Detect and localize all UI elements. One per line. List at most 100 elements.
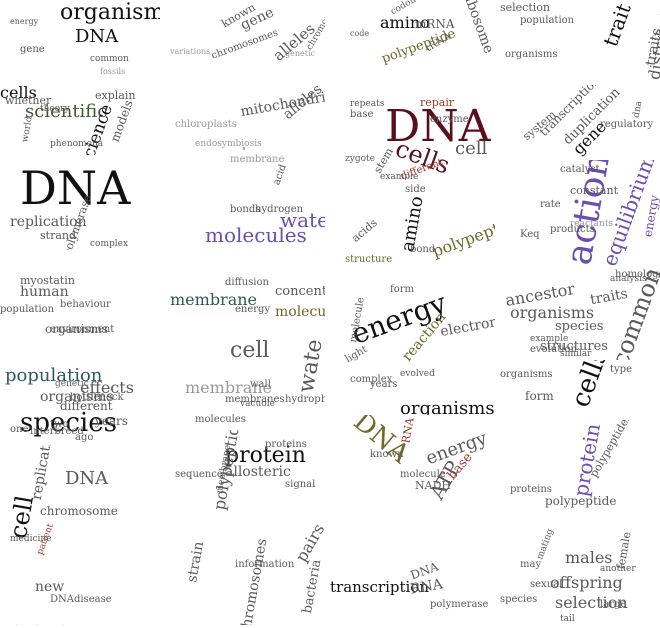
cloud-word: polymerase (430, 600, 488, 610)
cloud-word: DNA (65, 470, 108, 488)
cloud-word: organisms (60, 2, 160, 24)
cloud-word: genetic (285, 50, 315, 58)
cloud-word: catalyst (560, 165, 600, 175)
cloud-word: organisms (500, 370, 553, 380)
cloud-word: known (370, 450, 404, 460)
word-cloud-12: reaction equilibrium constant reactants prod… (500, 160, 660, 265)
cloud-word: NADH (415, 480, 451, 491)
cloud-word: energy (10, 18, 38, 26)
cloud-word: explain (95, 90, 135, 101)
cloud-word: fossils (100, 68, 125, 76)
cloud-word: proteins (265, 440, 307, 450)
cloud-word: population (520, 16, 574, 26)
cloud-word: analysis (610, 275, 647, 284)
word-cloud-15: energy reaction electron light molecule form (330, 275, 495, 365)
cloud-word: organisms (505, 50, 558, 60)
cloud-word: Keq (520, 230, 540, 240)
cloud-word: allosteric (225, 465, 291, 479)
cloud-word: another (600, 565, 636, 574)
cloud-word: regulatory (600, 120, 653, 130)
cloud-word: evolved (400, 370, 435, 379)
cloud-word: sexual (530, 580, 562, 590)
cloud-word: gene (20, 45, 45, 55)
word-cloud-2: gene known chromosomes alleles variations chr… (165, 0, 325, 70)
cloud-word: genetic (55, 380, 89, 389)
cloud-word: water (296, 340, 325, 395)
cloud-word: energy (235, 305, 270, 315)
cloud-word: signal (285, 480, 315, 490)
word-cloud-21: replication cell DNA chromosome new DNAdiseas… (0, 445, 160, 625)
cloud-word: base (350, 110, 373, 120)
cloud-word: molecules (275, 305, 325, 319)
cloud-word: DNAdisease (50, 595, 112, 605)
cloud-word: structure (345, 255, 392, 265)
cloud-word: variations (170, 48, 210, 56)
cloud-word: human (20, 285, 69, 299)
cloud-word: type (610, 365, 632, 375)
cloud-word: wall (250, 380, 271, 390)
cloud-word: concentration (275, 285, 325, 298)
cloud-word: one (10, 425, 28, 435)
cloud-word: mitochondria (240, 89, 325, 119)
cloud-word: products (550, 225, 595, 235)
word-cloud-16: ancestor common organisms species structures… (500, 265, 660, 360)
cloud-word: code (350, 30, 369, 38)
word-cloud-17: population effects bottleneck genetic organi… (0, 345, 160, 445)
cloud-word: chromosomes (239, 538, 270, 625)
cloud-word: polypeptide (545, 495, 616, 507)
cloud-word: cell (455, 140, 487, 158)
cloud-word: form (525, 390, 554, 402)
word-cloud-11: acids amino polypeptide structure bond side (330, 180, 495, 275)
cloud-word: sequence (175, 470, 223, 480)
cloud-word: repair (420, 97, 454, 108)
cloud-word: strand (40, 230, 76, 241)
cloud-word: tail (560, 615, 575, 624)
cloud-word: repeats (350, 100, 384, 109)
cloud-word: theory (40, 105, 70, 114)
cloud-word: population (0, 305, 54, 315)
cloud-word: DNA (20, 165, 130, 211)
cloud-word: species (500, 595, 537, 605)
cloud-word: trait (600, 1, 634, 49)
word-cloud-18: cell water membrane wall membranes molecules h… (165, 340, 325, 430)
cloud-word: acid (272, 163, 289, 186)
word-cloud-5: cells scientific science models explain wheth… (0, 85, 160, 155)
cloud-word: rate (540, 200, 561, 210)
cloud-word: complex (90, 240, 128, 249)
cloud-word: example (380, 173, 418, 180)
cloud-word: chloroplasts (175, 120, 237, 130)
cloud-word: DNA (75, 28, 118, 46)
cloud-word: bond (410, 245, 435, 255)
word-cloud-1: organisms DNA gene common energy fossils (0, 0, 160, 85)
word-cloud-8: transcription system duplication gene regula… (500, 85, 660, 165)
cloud-word: zygote (345, 155, 375, 164)
word-cloud-22: protein polypeptide sequence membrane allost… (165, 430, 325, 625)
cloud-word: polypeptide (430, 212, 495, 260)
word-cloud-7: DNA cells cell base repair enzyme repeats zygot… (330, 85, 495, 180)
cloud-word: similar (560, 350, 591, 359)
cloud-word: example (530, 335, 568, 344)
cloud-word: chromosome (40, 505, 118, 517)
cloud-word: different (60, 400, 113, 412)
cloud-word: bacteria (301, 559, 323, 615)
cloud-word: form (390, 285, 414, 295)
cloud-word: side (405, 185, 426, 195)
cloud-word: world (21, 116, 34, 143)
cloud-word: RNA (400, 417, 415, 444)
word-cloud-19: organisms years complex evolved (330, 365, 495, 415)
cloud-word: enzyme (430, 115, 469, 125)
word-cloud-6: alleles mitochondria chloroplasts endosymbi… (165, 85, 325, 150)
word-cloud-20: organisms cells form type (500, 360, 660, 420)
word-cloud-9: DNA replication polymerase strand complex (0, 160, 160, 250)
cloud-word: traits (589, 287, 629, 307)
word-cloud-14: membraneconcentrationenergymoleculesdiff… (165, 270, 325, 340)
cloud-word: common (90, 55, 129, 64)
cloud-word: molecules (195, 415, 246, 425)
cloud-word: medicine (10, 535, 52, 544)
cloud-word: information (235, 560, 294, 570)
word-cloud-3: amino mRNA ribosome tRNA codon polypeptide cod… (330, 0, 495, 80)
cloud-word: years (95, 415, 128, 427)
cloud-word: cells (567, 360, 612, 411)
cloud-word: complex (350, 375, 392, 385)
cloud-word: vacuole (240, 400, 275, 409)
